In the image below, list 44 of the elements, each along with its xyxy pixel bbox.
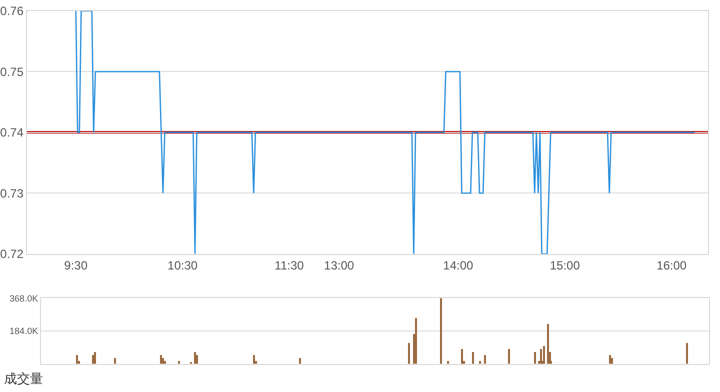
y-tick-label: 0.73 [0,186,24,200]
bar [540,349,542,364]
bar [478,361,481,364]
bar [608,355,611,364]
bar [252,355,255,364]
bar [160,355,162,364]
x-tick-label: 9:30 [64,258,88,272]
x-tick-label: 14:00 [443,258,474,272]
bar [686,343,688,364]
x-axis-title: 成交量 [4,371,43,386]
y-tick-label: 0.76 [0,4,24,18]
bar [94,352,96,364]
y-tick-label: 0.75 [0,64,24,79]
line-series [75,10,696,254]
bar [408,343,410,364]
bar [194,352,196,364]
bar [484,355,486,364]
bar [508,349,510,364]
bar [610,358,613,364]
x-tick-label: 10:30 [168,258,198,272]
bar [92,355,94,364]
x-tick-label: 11:30 [274,258,304,272]
bar [472,352,474,364]
bar [196,355,198,364]
y-tick-label: 0.74 [0,126,24,140]
bar [178,361,180,364]
x-tick-label: 13:00 [324,258,354,272]
bar [76,355,78,364]
x-tick-label: 16:00 [656,258,687,272]
bar [164,361,166,364]
bar [414,318,417,364]
bar [534,352,536,364]
y-tick-label: 184.0K [10,326,38,336]
bar [542,346,545,364]
bar [440,298,442,364]
bar [460,349,463,364]
x-tick-label: 15:00 [550,258,580,272]
bar [546,324,549,364]
bar [162,358,164,364]
bar [446,361,449,364]
bar [114,358,116,364]
y-tick-label: 0.72 [0,247,24,262]
bar [298,358,301,364]
y-tick-label: 368.0K [10,293,38,304]
